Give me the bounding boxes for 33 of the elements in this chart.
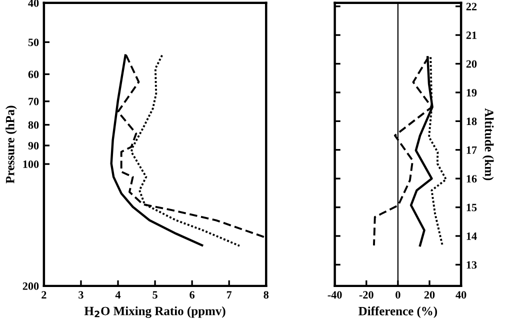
y-tick-label: 22 <box>466 2 477 10</box>
x-tick-label: 3 <box>78 291 84 299</box>
y-tick-label: 21 <box>466 32 476 39</box>
y-tick-label: 70 <box>28 98 39 106</box>
y-tick-label: 200 <box>22 282 39 290</box>
x-tick-label: 0 <box>396 291 400 299</box>
y-tick-label: 60 <box>28 70 39 78</box>
y-tick-label: 90 <box>28 142 39 150</box>
y-tick-label: 19 <box>466 88 477 96</box>
x-tick-label: 5 <box>152 291 158 299</box>
x-tick-label: 4 <box>115 291 121 299</box>
y-tick-label: 16 <box>466 175 477 183</box>
x-tick-label: 6 <box>190 291 195 299</box>
x-axis-title: Difference (%) <box>358 306 438 318</box>
y-tick-label: 18 <box>466 118 477 126</box>
y-tick-label: 14 <box>466 232 477 240</box>
y-tick-label: 17 <box>466 146 477 154</box>
y-tick-label: 80 <box>28 121 39 129</box>
x-tick-label: -40 <box>328 291 342 299</box>
y-axis-title: Altitude (km) <box>482 108 494 180</box>
y-axis-title: Pressure (hPa) <box>6 106 17 184</box>
x-tick-label: 8 <box>264 291 269 299</box>
y-tick-label: 13 <box>466 261 477 269</box>
x-tick-label: 20 <box>424 291 435 299</box>
y-tick-label: 50 <box>28 38 39 46</box>
y-tick-label: 20 <box>466 60 477 68</box>
x-tick-label: -20 <box>359 291 374 299</box>
x-axis-title: H$_{2}$O Mixing Ratio (ppmv) <box>84 306 226 318</box>
y-tick-label: 15 <box>466 204 477 212</box>
x-tick-label: 40 <box>456 291 466 299</box>
y-tick-label: 100 <box>23 160 39 168</box>
x-tick-label: 7 <box>226 291 232 299</box>
x-tick-label: 2 <box>42 291 46 299</box>
